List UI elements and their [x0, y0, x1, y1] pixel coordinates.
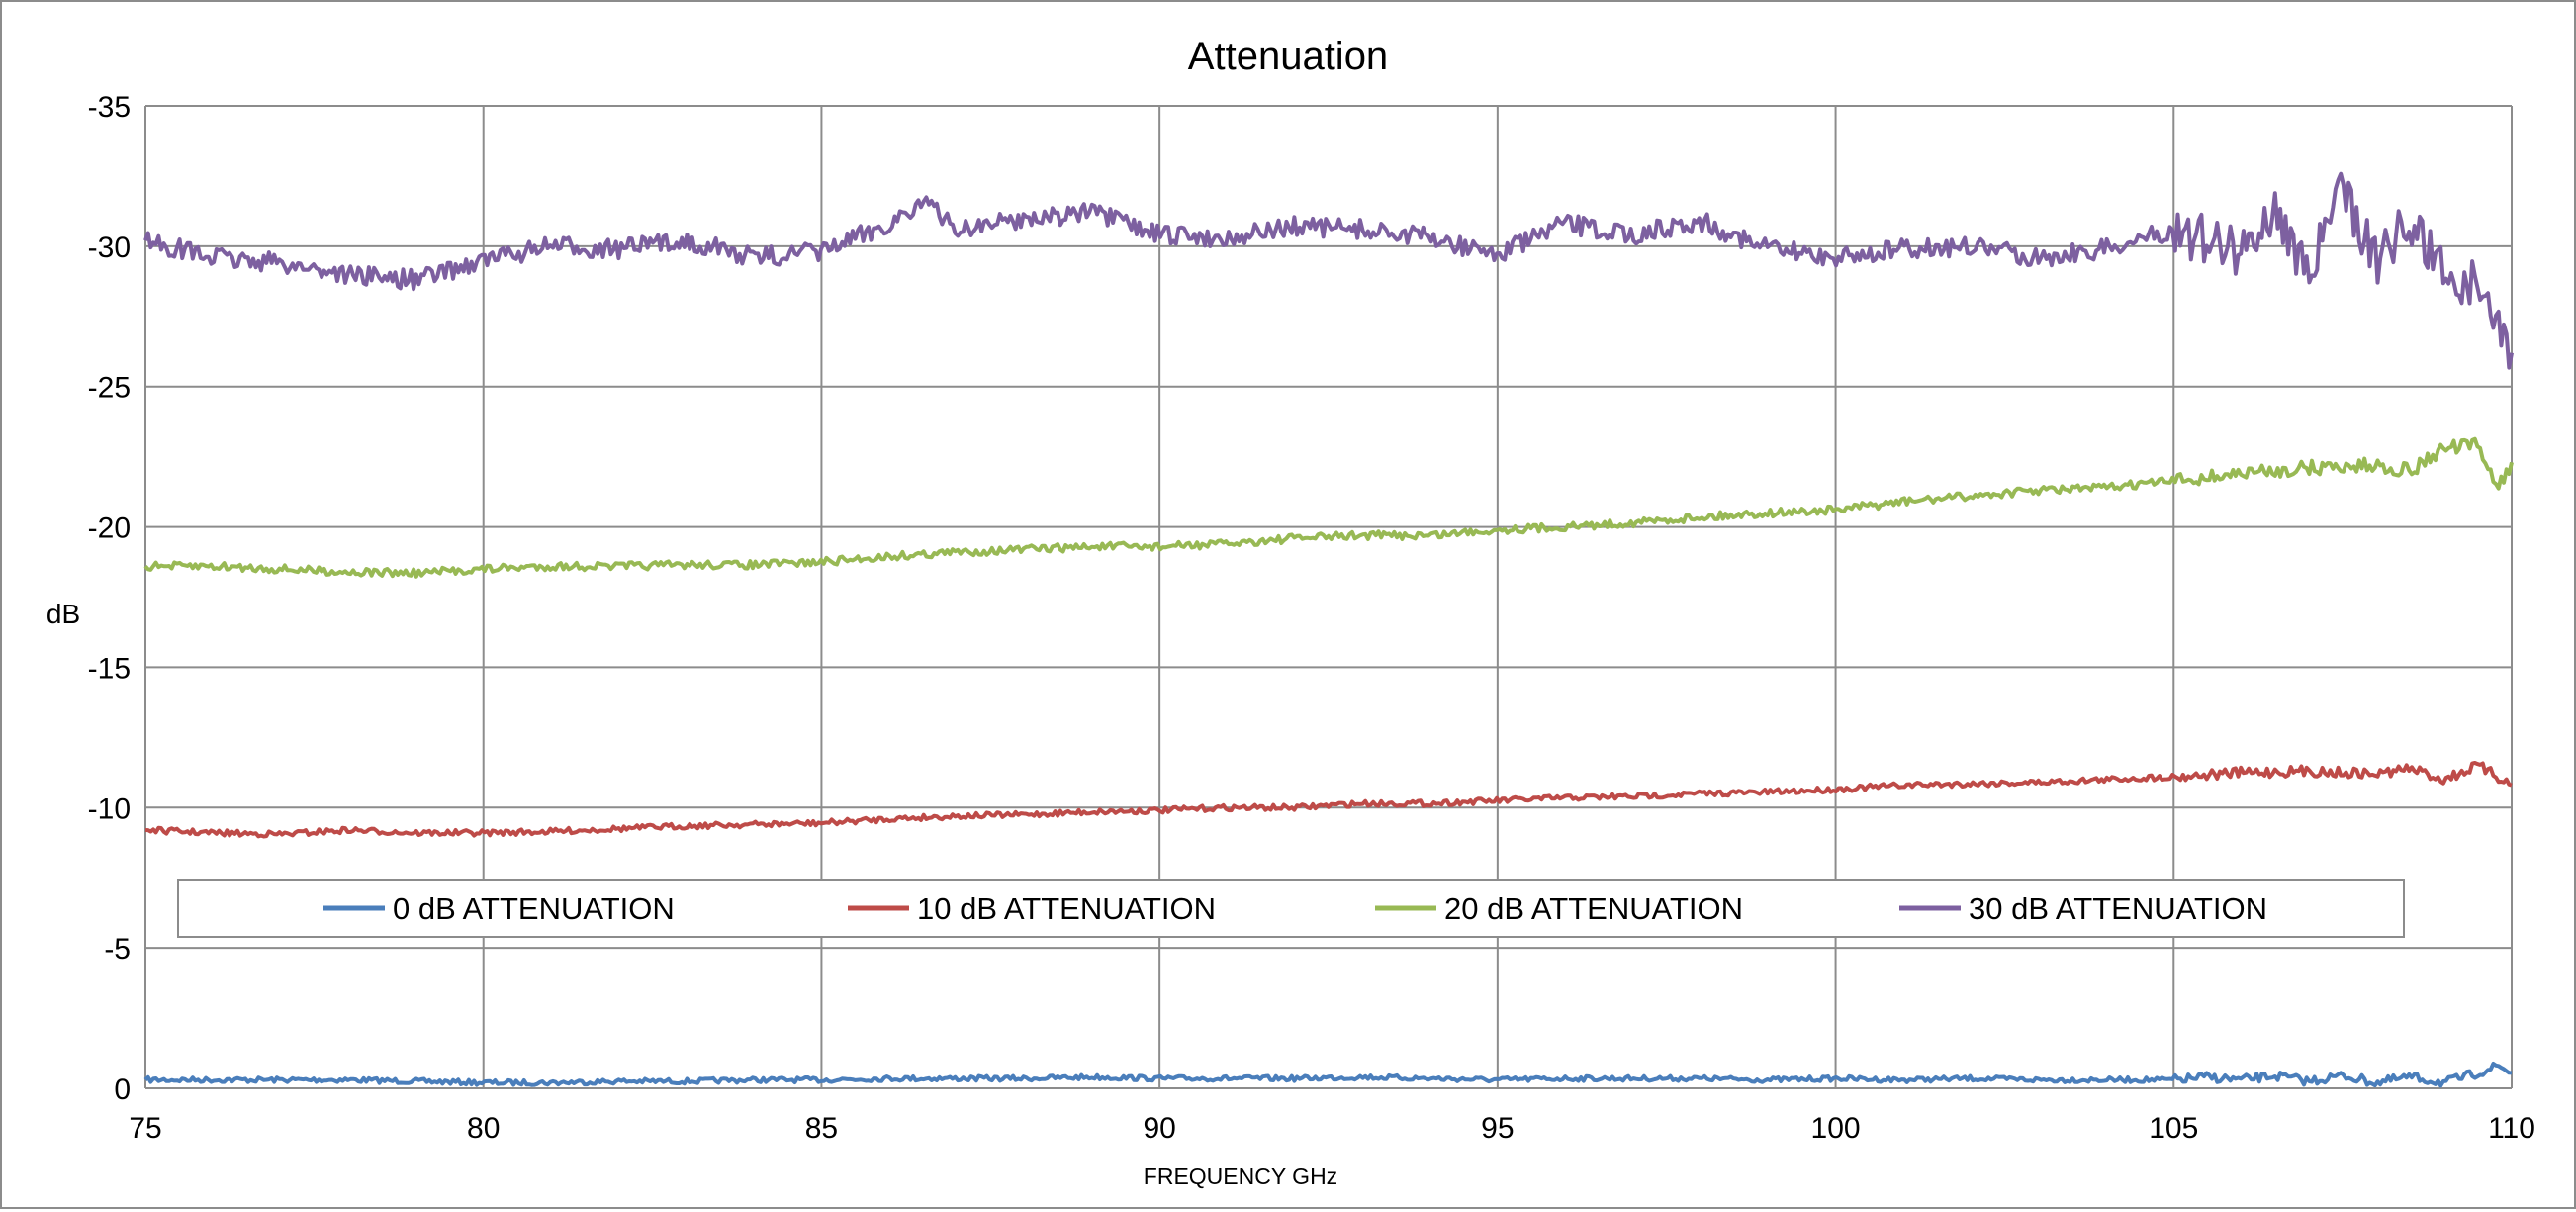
x-tick-label: 90: [1143, 1112, 1175, 1145]
x-tick-label: 85: [805, 1112, 838, 1145]
y-tick-label: -10: [88, 792, 131, 825]
series-line-1: [144, 761, 2513, 839]
x-tick-label: 105: [2149, 1112, 2198, 1145]
x-tick-label: 80: [467, 1112, 500, 1145]
legend-label: 20 dB ATTENUATION: [1444, 891, 1743, 926]
x-tick-label: 75: [129, 1112, 161, 1145]
y-tick-label: -25: [88, 372, 131, 405]
y-tick-label: -5: [104, 933, 131, 966]
y-tick-label: 0: [114, 1073, 131, 1106]
x-tick-label: 110: [2488, 1112, 2535, 1145]
legend-label: 10 dB ATTENUATION: [917, 891, 1216, 926]
y-axis-label: dB: [46, 599, 80, 629]
x-tick-label: 95: [1481, 1112, 1514, 1145]
legend-items: 0 dB ATTENUATION 10 dB ATTENUATION 20 dB A…: [323, 891, 2267, 926]
legend: 0 dB ATTENUATION 10 dB ATTENUATION 20 dB A…: [177, 879, 2405, 938]
y-tick-label: -35: [88, 91, 131, 124]
x-axis-label: FREQUENCY GHz: [1144, 1164, 1337, 1189]
series-line-0: [143, 1062, 2513, 1088]
x-tick-label: 100: [1811, 1112, 1861, 1145]
tick-labels: -35 -30 -25 -20 -15 -10 -5 0 75 80 85 90 95 100 105 110: [88, 91, 2535, 1145]
series-line-3: [143, 171, 2514, 370]
series-lines: [143, 171, 2514, 1088]
y-tick-label: -20: [88, 513, 131, 545]
legend-label: 0 dB ATTENUATION: [393, 891, 675, 926]
y-tick-label: -15: [88, 652, 131, 685]
chart-title: Attenuation: [1188, 35, 1388, 78]
y-tick-label: -30: [88, 232, 131, 264]
legend-label: 30 dB ATTENUATION: [1969, 891, 2267, 926]
legend-box: [177, 879, 2405, 938]
series-line-2: [143, 436, 2514, 579]
